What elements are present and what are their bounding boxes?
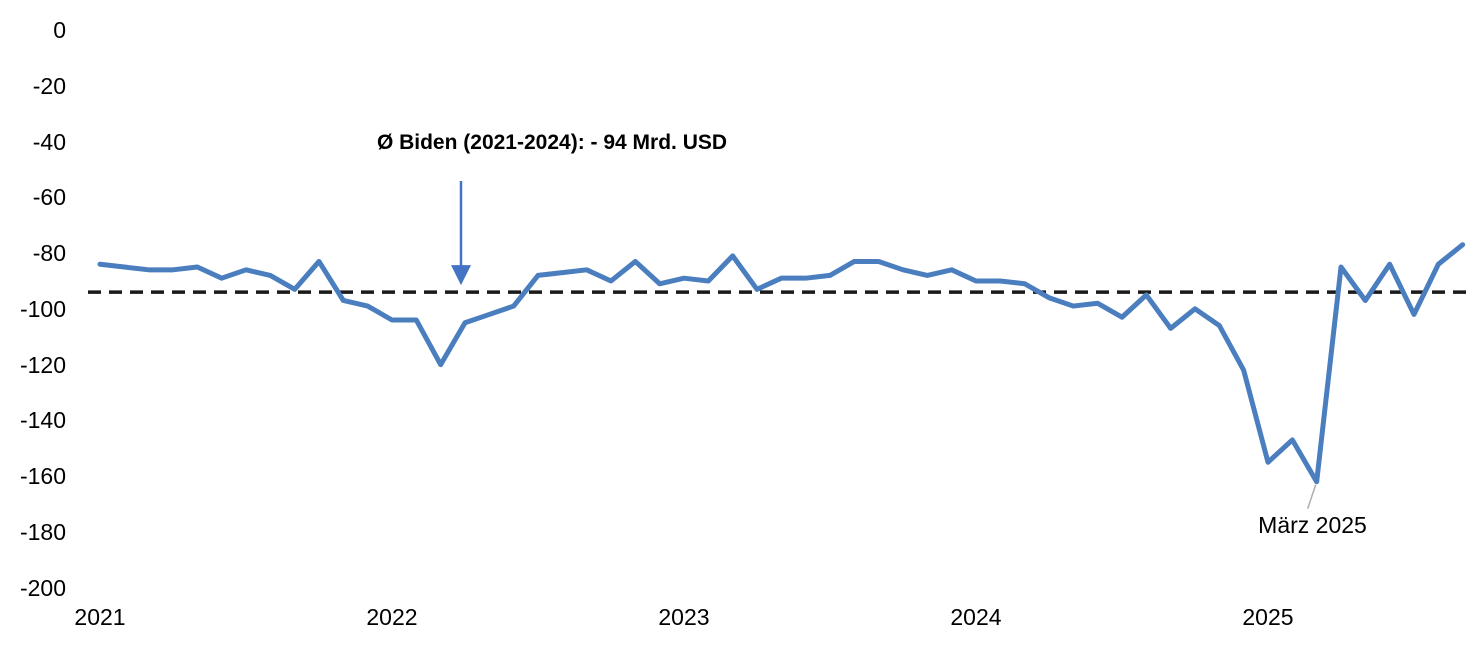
march-2025-annotation: März 2025 [1258, 512, 1367, 538]
y-axis-tick-label: -140 [19, 407, 66, 434]
trade-balance-line [97, 242, 1466, 485]
y-axis-tick-label: -20 [32, 72, 66, 99]
annotation-arrow [451, 181, 471, 286]
biden-average-annotation: Ø Biden (2021-2024): - 94 Mrd. USD [376, 131, 728, 154]
y-axis-tick-label: -100 [19, 295, 66, 322]
y-axis-tick-label: -120 [19, 351, 66, 378]
march-2025-leader-line [1306, 484, 1317, 509]
annotation-arrow-head [451, 265, 471, 286]
x-axis-tick-label: 2022 [366, 604, 418, 630]
x-axis-tick-label: 2023 [658, 604, 710, 630]
x-axis-tick-label: 2021 [74, 604, 126, 630]
y-axis-tick-label: -40 [32, 128, 66, 155]
y-axis-tick-label: -180 [19, 518, 66, 545]
y-axis-tick-label: -80 [32, 240, 66, 267]
y-axis-tick-label: -200 [19, 574, 66, 601]
y-axis-tick-label: -60 [32, 184, 66, 211]
x-axis-tick-label: 2025 [1242, 604, 1294, 630]
x-axis-tick-label: 2024 [950, 604, 1002, 630]
y-axis-tick-label: 0 [53, 17, 66, 43]
y-axis-tick-label: -160 [19, 463, 66, 490]
